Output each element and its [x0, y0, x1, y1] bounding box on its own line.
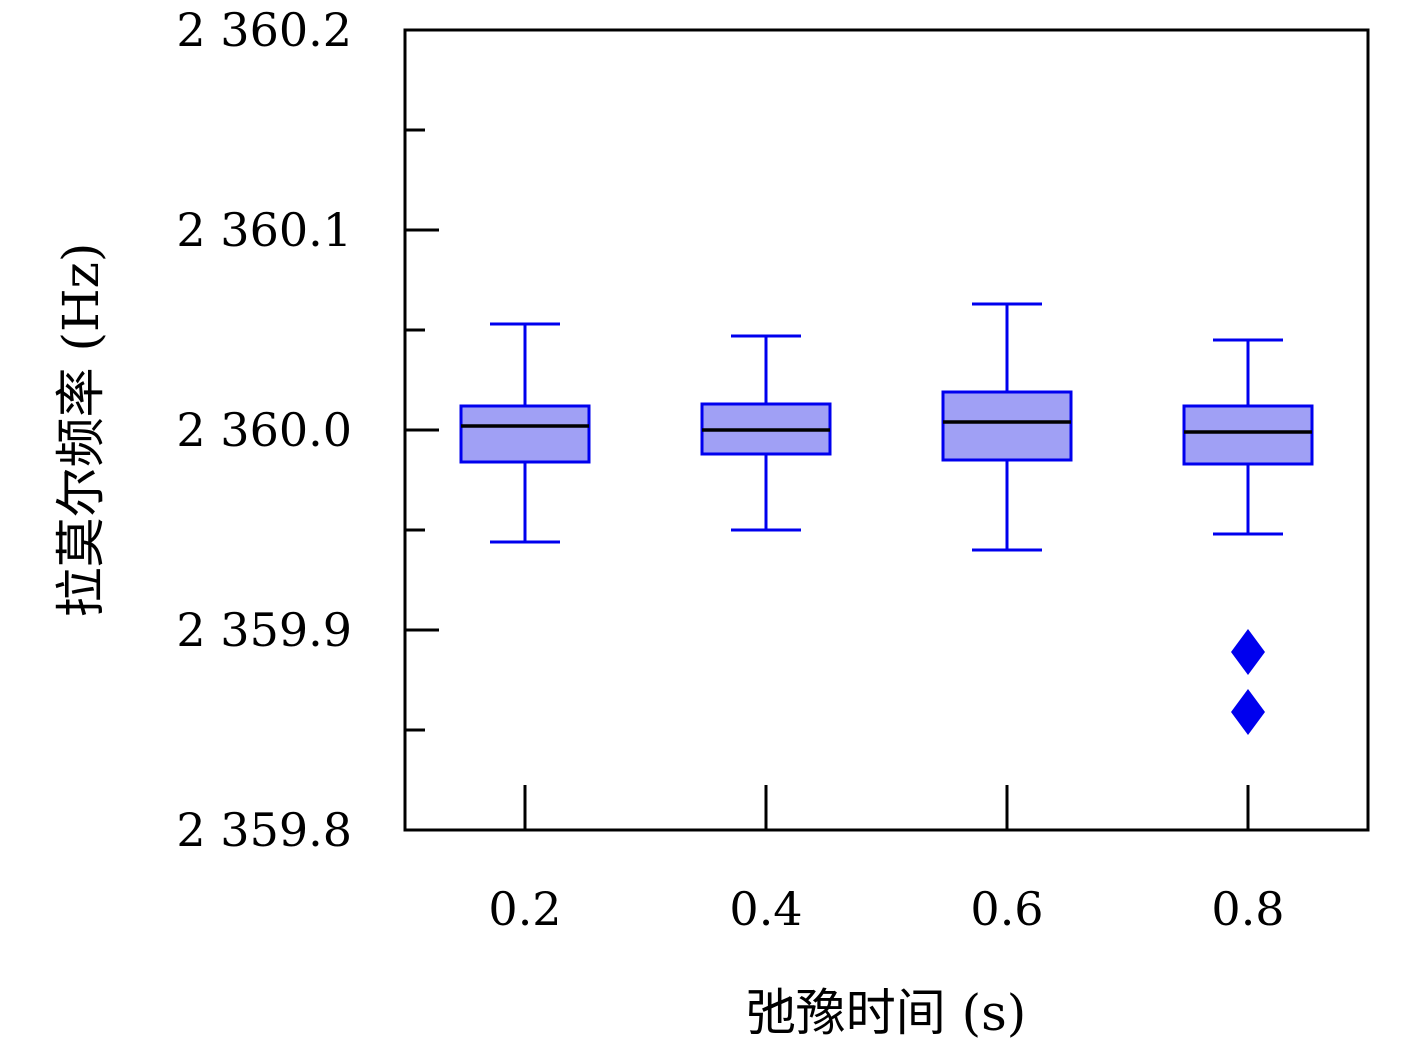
- box-0.6: [941, 302, 1073, 552]
- box-body: [1182, 404, 1314, 466]
- box-0.8: [1182, 338, 1314, 735]
- x-tick-label: 0.6: [970, 882, 1043, 936]
- x-axis-title: 弛豫时间 (s): [746, 984, 1027, 1042]
- y-tick-label: 2 359.8: [176, 803, 352, 857]
- x-tick-label: 0.2: [488, 882, 561, 936]
- y-tick-label: 2 359.9: [176, 603, 352, 657]
- plot-area: [459, 302, 1314, 735]
- box-0.2: [459, 322, 591, 544]
- box-body: [459, 404, 591, 464]
- y-tick-label: 2 360.1: [176, 203, 352, 257]
- y-tick-label: 2 360.2: [176, 3, 352, 57]
- y-axis-title: 拉莫尔频率 (Hz): [52, 243, 110, 618]
- x-tick-label: 0.4: [729, 882, 802, 936]
- x-axis: 0.2 0.4 0.6 0.8: [488, 785, 1285, 936]
- outlier-point: [1231, 689, 1265, 735]
- y-tick-label: 2 360.0: [176, 403, 352, 457]
- y-axis: 2 359.8 2 359.9 2 360.0 2 360.1 2 360.2: [176, 3, 439, 857]
- outlier-point: [1231, 629, 1265, 675]
- x-tick-label: 0.8: [1211, 882, 1284, 936]
- box-body: [941, 390, 1073, 462]
- box-0.4: [700, 334, 832, 532]
